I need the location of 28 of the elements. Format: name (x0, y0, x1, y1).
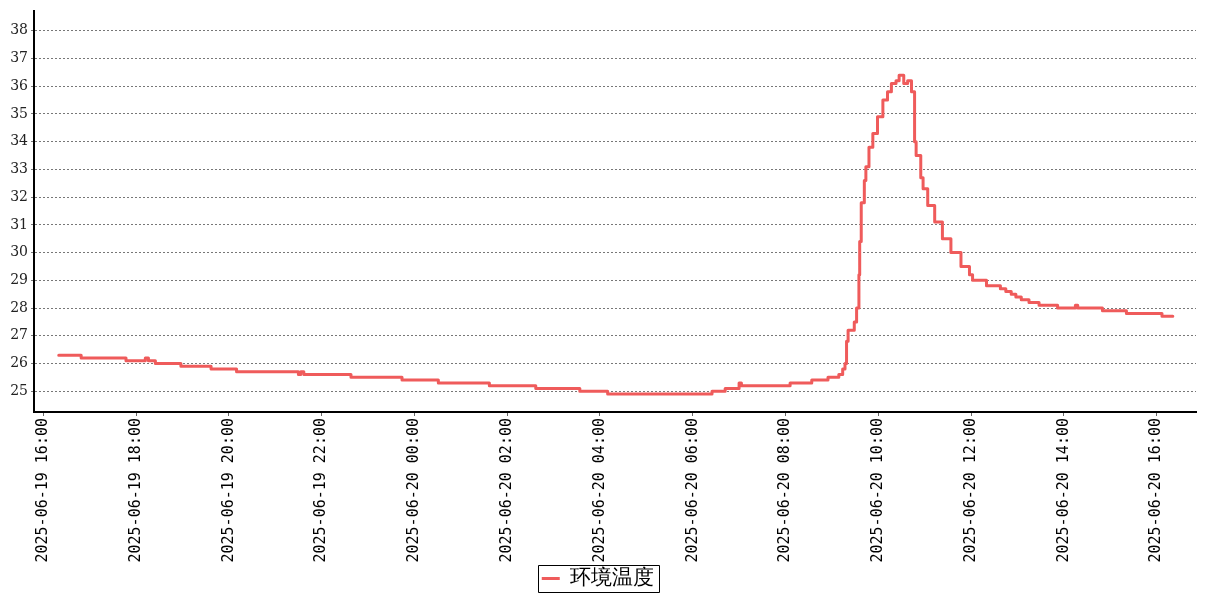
y-tick-label: 35 (10, 104, 28, 121)
y-tick-label: 34 (10, 132, 29, 149)
legend-label: 环境温度 (570, 564, 655, 589)
y-tick-label: 30 (10, 243, 28, 260)
x-tick-label: 2025-06-20 08:00 (775, 418, 794, 563)
y-tick-label: 29 (10, 270, 28, 287)
x-tick-label: 2025-06-20 16:00 (1146, 418, 1165, 563)
x-tick-label: 2025-06-20 06:00 (682, 418, 701, 563)
x-tick-label: 2025-06-20 12:00 (960, 418, 979, 563)
y-tick-label: 38 (10, 21, 28, 38)
x-tick-label: 2025-06-19 16:00 (33, 418, 52, 563)
y-tick-label: 36 (10, 76, 29, 93)
y-tick-label: 31 (10, 215, 28, 232)
x-tick-label: 2025-06-20 10:00 (868, 418, 887, 563)
x-tick-label: 2025-06-20 00:00 (404, 418, 423, 563)
x-tick-label: 2025-06-19 22:00 (311, 418, 330, 563)
x-tick-label: 2025-06-20 02:00 (497, 418, 516, 563)
y-tick-label: 37 (10, 49, 28, 66)
x-tick-label: 2025-06-19 20:00 (218, 418, 237, 563)
x-tick-label: 2025-06-20 04:00 (589, 418, 608, 563)
y-tick-label: 28 (10, 298, 28, 315)
y-tick-label: 33 (10, 160, 28, 177)
y-tick-label: 27 (10, 326, 28, 343)
x-tick-label: 2025-06-20 14:00 (1053, 418, 1072, 563)
y-tick-label: 26 (10, 354, 29, 371)
x-tick-label: 2025-06-19 18:00 (125, 418, 144, 563)
y-tick-label: 25 (10, 381, 28, 398)
y-tick-label: 32 (10, 187, 28, 204)
